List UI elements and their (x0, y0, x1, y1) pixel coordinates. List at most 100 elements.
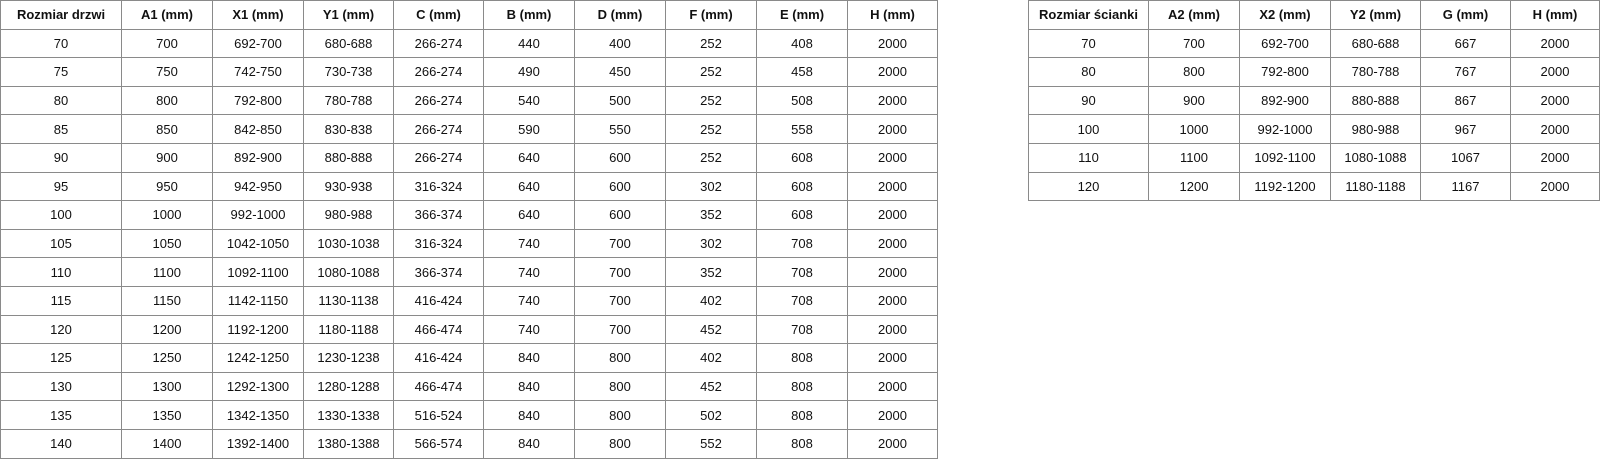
table-row: 100 1000 992-1000 980-988 967 2000 (1028, 114, 1600, 144)
table-cell: 840 (483, 400, 575, 430)
table-cell: 440 (483, 28, 575, 59)
table-cell: 100 (0, 200, 122, 230)
table-cell: 740 (483, 257, 575, 287)
table-row: 110 1100 1092-1100 1080-1088 366-374 740 700 35… (0, 257, 938, 287)
table-cell: 115 (0, 285, 122, 316)
table-cell: 608 (756, 171, 848, 202)
table-cell: 1167 (1420, 171, 1511, 202)
table-cell: 740 (483, 314, 575, 345)
table-cell: 892-900 (212, 142, 304, 173)
table-cell: 252 (665, 114, 757, 144)
table-cell: 2000 (847, 343, 938, 373)
table-cell: 708 (756, 314, 848, 345)
table-cell: 1092-1100 (1239, 142, 1331, 173)
table-cell: 2000 (847, 85, 938, 116)
table-cell: 550 (574, 114, 666, 144)
table-cell: 708 (756, 285, 848, 316)
table-cell: 408 (756, 28, 848, 59)
door-dimensions-table: Rozmiar drzwi A1 (mm) X1 (mm) Y1 (mm) C (mm)… (0, 0, 938, 459)
table-cell: 800 (574, 343, 666, 373)
column-header: C (mm) (393, 0, 484, 30)
table-cell: 80 (0, 85, 122, 116)
table-cell: 780-788 (303, 85, 394, 116)
table-cell: 867 (1420, 85, 1511, 116)
column-header: H (mm) (847, 0, 938, 30)
table-cell: 1092-1100 (212, 257, 304, 287)
table-cell: 1380-1388 (303, 428, 394, 459)
table-cell: 416-424 (393, 343, 484, 373)
table-row: 120 1200 1192-1200 1180-1188 1167 2000 (1028, 171, 1600, 202)
column-header: X1 (mm) (212, 0, 304, 30)
table-cell: 942-950 (212, 171, 304, 202)
table-cell: 105 (0, 228, 122, 259)
table-cell: 1192-1200 (212, 314, 304, 345)
table-cell: 750 (121, 57, 213, 87)
table-cell: 980-988 (1330, 114, 1421, 144)
table-cell: 452 (665, 371, 757, 402)
table-cell: 840 (483, 371, 575, 402)
table-row: 110 1100 1092-1100 1080-1088 1067 2000 (1028, 142, 1600, 173)
table-cell: 708 (756, 257, 848, 287)
wall-dimensions-table: Rozmiar ścianki A2 (mm) X2 (mm) Y2 (mm) G (m… (1028, 0, 1600, 202)
table-row: 100 1000 992-1000 980-988 366-374 640 600 352 60… (0, 200, 938, 230)
table-cell: 2000 (847, 114, 938, 144)
table-cell: 1192-1200 (1239, 171, 1331, 202)
table-cell: 967 (1420, 114, 1511, 144)
table-cell: 450 (574, 57, 666, 87)
table-cell: 700 (574, 285, 666, 316)
table-cell: 600 (574, 142, 666, 173)
table-cell: 1042-1050 (212, 228, 304, 259)
table-cell: 130 (0, 371, 122, 402)
table-cell: 466-474 (393, 371, 484, 402)
column-header: Rozmiar ścianki (1028, 0, 1149, 30)
table-cell: 2000 (847, 228, 938, 259)
table-cell: 1142-1150 (212, 285, 304, 316)
table-cell: 302 (665, 228, 757, 259)
column-header: H (mm) (1510, 0, 1600, 30)
column-header: A2 (mm) (1148, 0, 1240, 30)
column-header: Rozmiar drzwi (0, 0, 122, 30)
table-cell: 692-700 (212, 28, 304, 59)
table-cell: 508 (756, 85, 848, 116)
table-cell: 880-888 (1330, 85, 1421, 116)
table-cell: 2000 (1510, 85, 1600, 116)
table-cell: 1180-1188 (303, 314, 394, 345)
column-header: E (mm) (756, 0, 848, 30)
table-cell: 1350 (121, 400, 213, 430)
table-cell: 2000 (1510, 114, 1600, 144)
column-header: B (mm) (483, 0, 575, 30)
table-cell: 1330-1338 (303, 400, 394, 430)
table-cell: 1342-1350 (212, 400, 304, 430)
table-cell: 352 (665, 257, 757, 287)
table-cell: 552 (665, 428, 757, 459)
column-header: Y2 (mm) (1330, 0, 1421, 30)
table-row: 115 1150 1142-1150 1130-1138 416-424 740 700 40… (0, 285, 938, 316)
table-cell: 800 (574, 371, 666, 402)
column-header: Y1 (mm) (303, 0, 394, 30)
table-cell: 1100 (121, 257, 213, 287)
table-cell: 900 (121, 142, 213, 173)
table-cell: 2000 (847, 428, 938, 459)
table-cell: 840 (483, 343, 575, 373)
table-row: 95 950 942-950 930-938 316-324 640 600 302 608 20… (0, 171, 938, 202)
table-cell: 590 (483, 114, 575, 144)
table-cell: 900 (1148, 85, 1240, 116)
table-cell: 100 (1028, 114, 1149, 144)
table-cell: 600 (574, 200, 666, 230)
table-cell: 640 (483, 142, 575, 173)
table-cell: 1130-1138 (303, 285, 394, 316)
table-cell: 808 (756, 343, 848, 373)
table-cell: 120 (1028, 171, 1149, 202)
table-cell: 2000 (847, 28, 938, 59)
table-cell: 80 (1028, 57, 1149, 87)
table-cell: 1000 (121, 200, 213, 230)
table-cell: 490 (483, 57, 575, 87)
table-cell: 608 (756, 142, 848, 173)
header-row: Rozmiar ścianki A2 (mm) X2 (mm) Y2 (mm) G (m… (1028, 0, 1600, 30)
table-cell: 266-274 (393, 142, 484, 173)
table-cell: 808 (756, 400, 848, 430)
table-cell: 700 (574, 257, 666, 287)
table-cell: 1250 (121, 343, 213, 373)
table-cell: 2000 (847, 200, 938, 230)
column-header: D (mm) (574, 0, 666, 30)
